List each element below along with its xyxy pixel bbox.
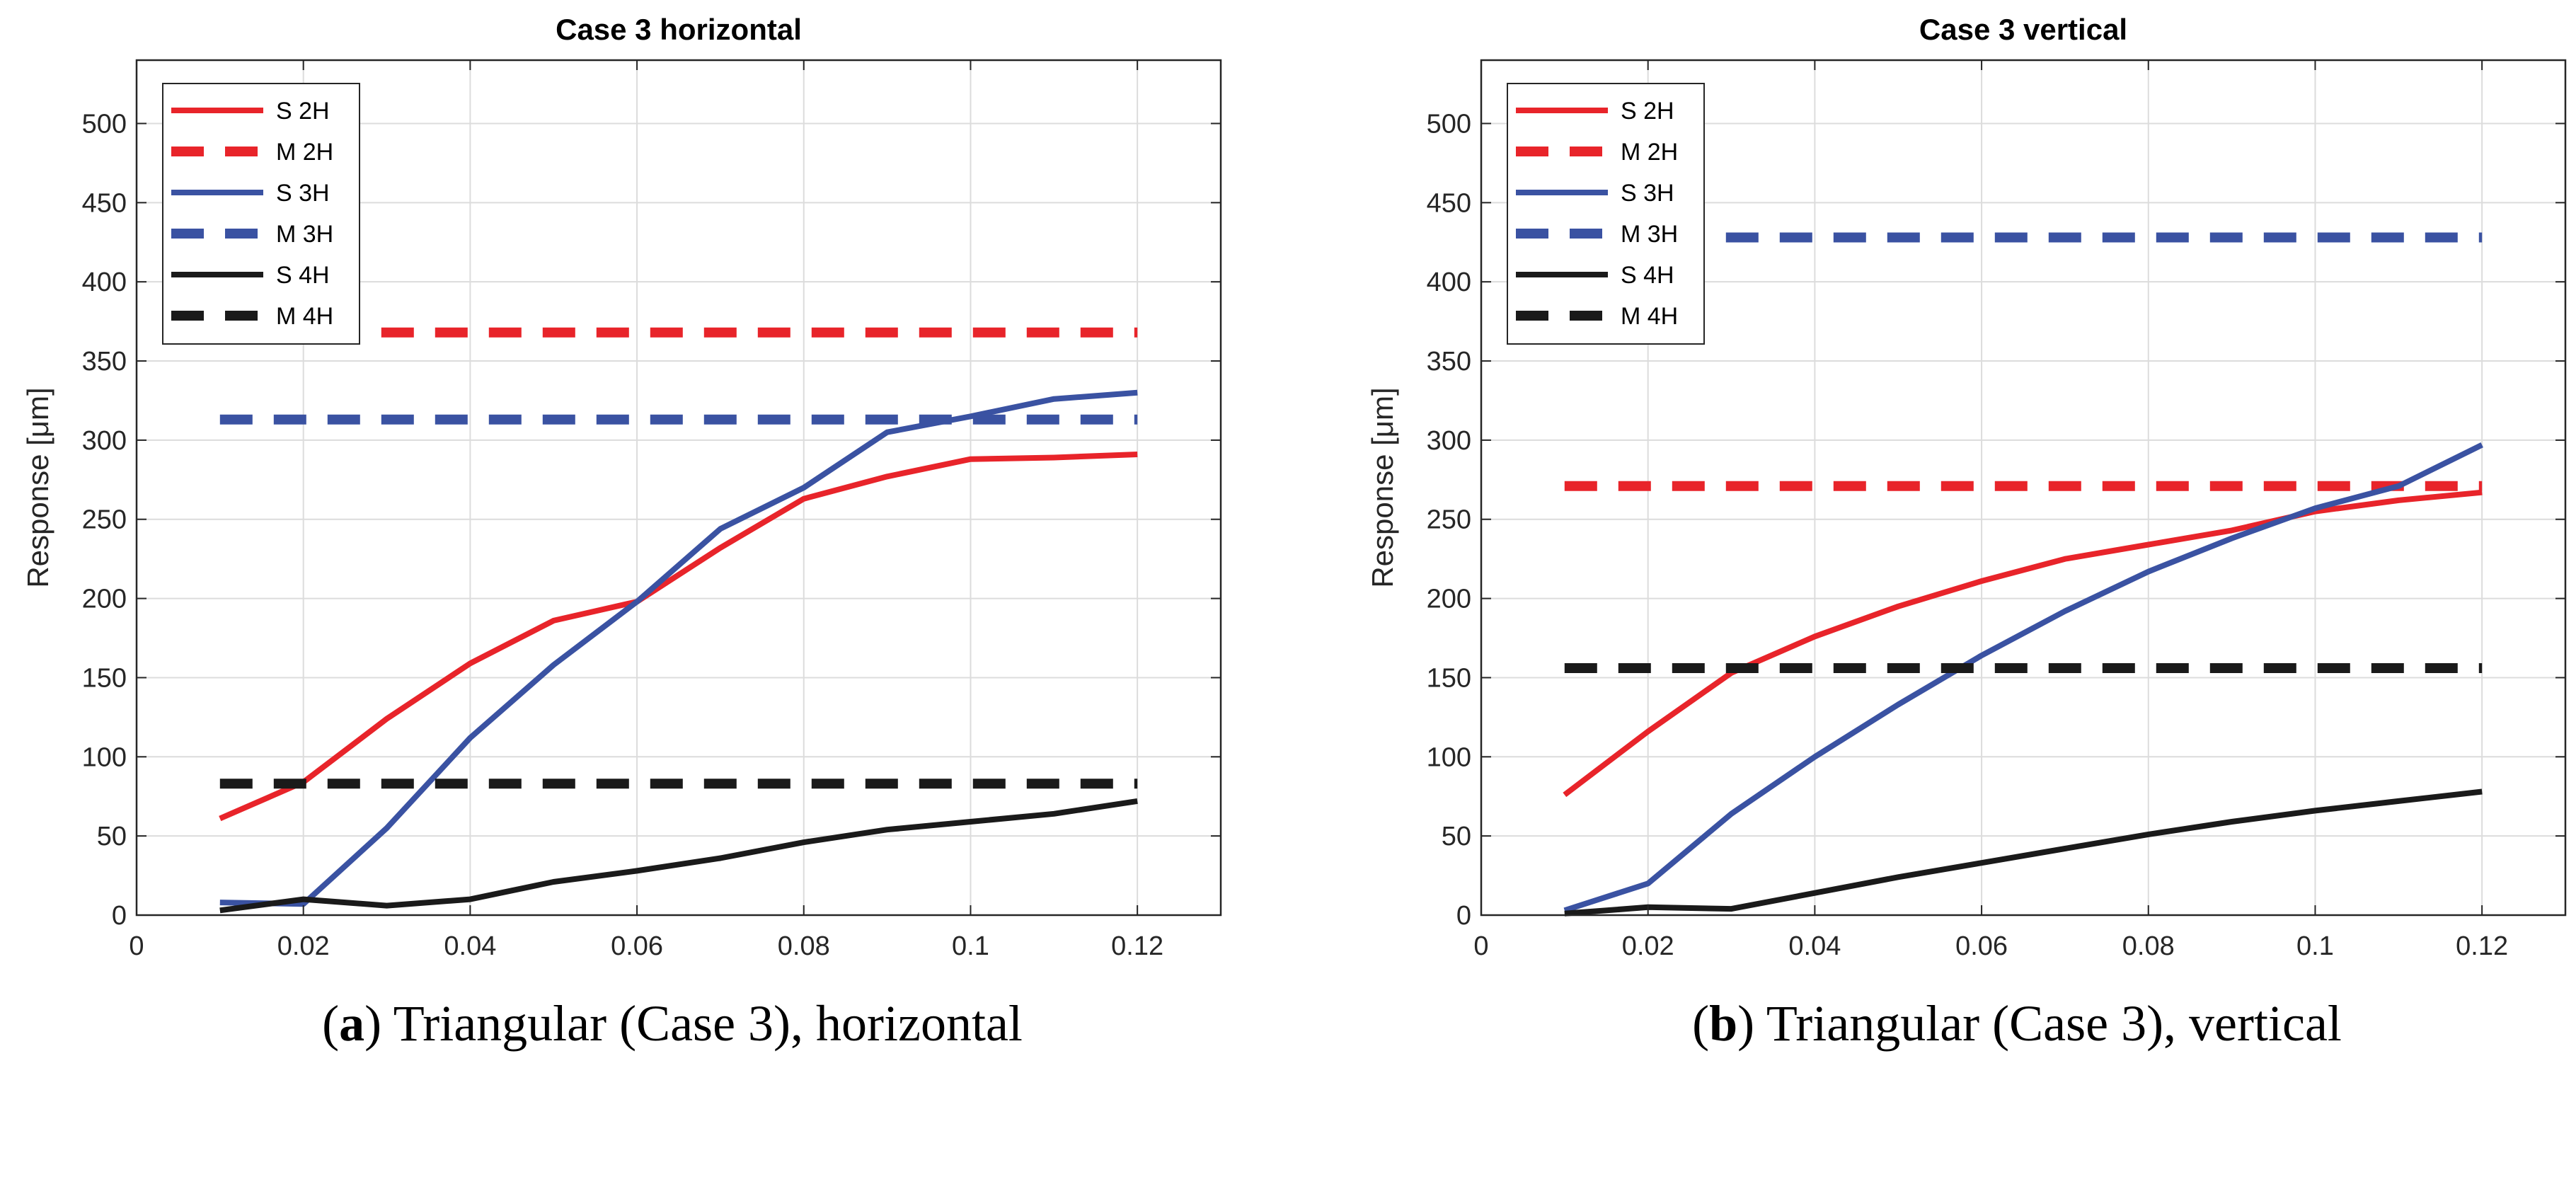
x-tick-label: 0.1 (2296, 931, 2334, 961)
legend-entry: S 3H (1621, 180, 1674, 207)
y-tick-label: 500 (1427, 109, 1471, 139)
x-tick-label: 0.04 (444, 931, 496, 961)
x-tick-label: 0.02 (1622, 931, 1674, 961)
caption-text: Triangular (Case 3), vertical (1766, 995, 2342, 1052)
y-tick-label: 0 (1456, 901, 1471, 931)
chart-case3-vertical: Case 3 vertical 0 0.02 0.04 0.06 0.08 0.1 0.12… (1366, 13, 2567, 961)
y-tick-label: 150 (1427, 663, 1471, 693)
caption-letter: a (339, 995, 365, 1052)
x-tick-label: 0.12 (1111, 931, 1163, 961)
legend: S 2H M 2H S 3H M 3H S 4H M 4H (162, 83, 360, 345)
x-tick-label: 0.02 (277, 931, 330, 961)
axes-box (1480, 59, 2567, 917)
chart-title: Case 3 vertical (1919, 13, 2127, 46)
y-tick-label: 200 (82, 585, 127, 614)
series-line-s-4h (1564, 788, 2483, 917)
legend-entry: M 2H (276, 139, 333, 166)
caption-text: Triangular (Case 3), horizontal (393, 995, 1023, 1052)
y-tick-label: 350 (1427, 347, 1471, 377)
x-tick-label: 0.08 (2122, 931, 2175, 961)
legend-entry: S 2H (276, 98, 330, 125)
y-tick-label: 500 (82, 109, 127, 139)
x-tick-label: 0 (129, 931, 144, 961)
y-tick-label: 400 (1427, 268, 1471, 297)
y-tick-label: 300 (1427, 426, 1471, 456)
y-tick-label: 100 (1427, 742, 1471, 772)
legend-box (162, 83, 360, 345)
y-tick-label: 250 (82, 505, 127, 535)
y-tick-label: 200 (1427, 585, 1471, 614)
series-line-s-4h (219, 798, 1138, 914)
legend-entry: S 4H (1621, 262, 1674, 289)
caption-b: (b) Triangular (Case 3), vertical (1692, 995, 2342, 1052)
legend-entry: M 4H (1621, 303, 1678, 330)
series-line-s-2h (1563, 489, 2483, 798)
y-axis-label: Response [μm] (1366, 387, 1399, 587)
y-tick-label: 300 (82, 426, 127, 456)
legend-entry: M 3H (1621, 221, 1678, 248)
y-tick-label: 450 (1427, 188, 1471, 218)
y-tick-label: 350 (82, 347, 127, 377)
series-line-s-2h (219, 452, 1138, 822)
x-tick-label: 0.1 (952, 931, 989, 961)
y-tick-label: 150 (82, 663, 127, 693)
y-tick-label: 100 (82, 742, 127, 772)
legend-entry: S 2H (1621, 98, 1674, 125)
x-tick-label: 0.06 (611, 931, 663, 961)
y-tick-label: 0 (112, 901, 127, 931)
y-axis-label: Response [μm] (21, 387, 54, 587)
chart-title: Case 3 horizontal (556, 13, 802, 46)
chart-case3-horizontal: Case 3 horizontal 0 0.02 0.04 0.06 0.08 0.1 0.… (21, 13, 1222, 961)
legend-entry: S 3H (276, 180, 330, 207)
caption-a: (a) Triangular (Case 3), horizontal (322, 995, 1023, 1052)
legend-box (1507, 83, 1705, 345)
y-tick-label: 50 (97, 822, 127, 851)
y-tick-label: 400 (82, 268, 127, 297)
axes-box (135, 59, 1222, 917)
series-line-s-3h (219, 389, 1138, 907)
x-tick-label: 0.06 (1955, 931, 2008, 961)
x-tick-label: 0.04 (1788, 931, 1841, 961)
legend-entry: M 2H (1621, 139, 1678, 166)
y-tick-label: 450 (82, 188, 127, 218)
y-tick-label: 250 (1427, 505, 1471, 535)
legend: S 2H M 2H S 3H M 3H S 4H M 4H (1507, 83, 1705, 345)
legend-entry: M 3H (276, 221, 333, 248)
x-tick-label: 0.12 (2456, 931, 2508, 961)
x-tick-label: 0 (1473, 931, 1488, 961)
x-tick-label: 0.08 (778, 931, 830, 961)
legend-entry: S 4H (276, 262, 330, 289)
caption-letter: b (1709, 995, 1738, 1052)
legend-entry: M 4H (276, 303, 333, 330)
y-tick-label: 50 (1442, 822, 1471, 851)
series-line-s-3h (1563, 442, 2483, 914)
